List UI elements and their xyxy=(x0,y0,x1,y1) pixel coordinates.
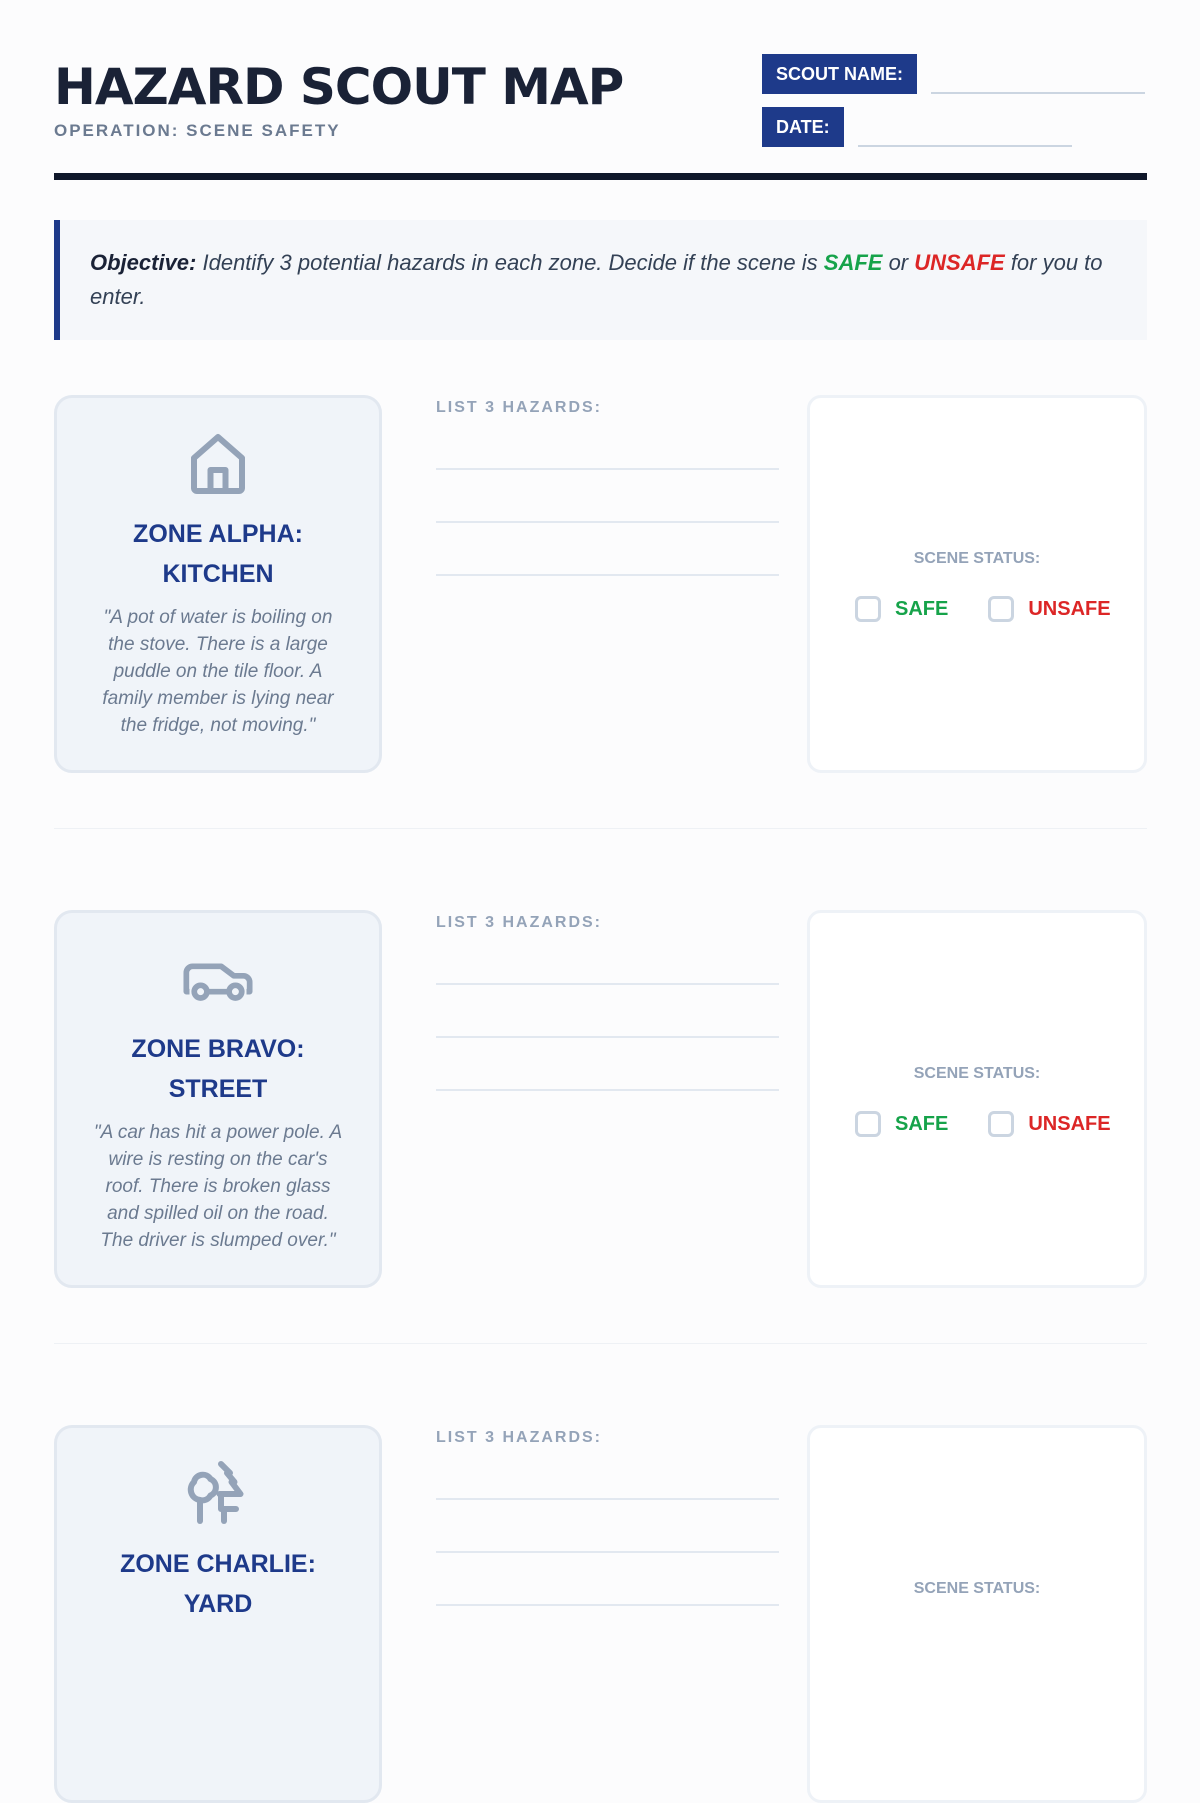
hazard-line-2[interactable] xyxy=(436,1551,779,1553)
hazard-line-3[interactable] xyxy=(436,1089,779,1091)
scene-status-label: SCENE STATUS: xyxy=(913,550,1041,567)
unsafe-checkbox[interactable] xyxy=(988,596,1015,622)
hazard-line-1[interactable] xyxy=(436,983,779,985)
date-input[interactable] xyxy=(857,145,1072,147)
page-subtitle: OPERATION: SCENE SAFETY xyxy=(54,121,341,140)
zone-description: "A car has hit a power pole. A wire is r… xyxy=(93,1122,343,1251)
objective-or: or xyxy=(882,250,915,275)
scene-status-label: SCENE STATUS: xyxy=(913,1065,1041,1082)
zone-name: ZONE CHARLIE: YARD xyxy=(120,1550,316,1618)
header-rule xyxy=(54,173,1147,180)
safe-checkbox[interactable] xyxy=(855,1111,881,1137)
zone-bravo: ZONE BRAVO: STREET "A car has hit a powe… xyxy=(54,910,1147,1288)
hazard-line-2[interactable] xyxy=(436,1036,779,1038)
safe-label: SAFE xyxy=(895,597,949,620)
page-title: HAZARD SCOUT MAP xyxy=(54,58,624,116)
hazard-line-3[interactable] xyxy=(436,1604,779,1606)
zone-alpha: ZONE ALPHA: KITCHEN "A pot of water is b… xyxy=(54,395,1147,773)
objective-text: Identify 3 potential hazards in each zon… xyxy=(196,250,824,275)
scene-status-box: SCENE STATUS: SAFE UNSAFE xyxy=(807,910,1147,1288)
date-label: DATE: xyxy=(762,107,844,147)
hazard-line-1[interactable] xyxy=(436,468,779,470)
unsafe-label: UNSAFE xyxy=(1028,597,1111,620)
objective-safe: SAFE xyxy=(823,250,883,275)
zone-card: ZONE ALPHA: KITCHEN "A pot of water is b… xyxy=(54,395,382,773)
scene-status-box: SCENE STATUS: SAFE UNSAFE xyxy=(807,395,1147,773)
scout-name-field: SCOUT NAME: xyxy=(762,54,1145,94)
scout-name-input[interactable] xyxy=(931,92,1145,94)
zone-name: ZONE BRAVO: STREET xyxy=(131,1035,305,1103)
trees-icon xyxy=(187,1461,244,1524)
hazards-label: LIST 3 HAZARDS: xyxy=(436,399,602,416)
hazard-list: LIST 3 HAZARDS: xyxy=(436,1425,779,1606)
date-field: DATE: xyxy=(762,107,1072,147)
hazards-label: LIST 3 HAZARDS: xyxy=(436,914,602,931)
scene-status-box: SCENE STATUS: xyxy=(807,1425,1147,1803)
zone-charlie: ZONE CHARLIE: YARD LIST 3 HAZARDS: SCENE… xyxy=(54,1425,1147,1803)
objective-unsafe: UNSAFE xyxy=(914,250,1005,275)
scout-name-label: SCOUT NAME: xyxy=(762,54,917,94)
house-icon xyxy=(191,434,245,494)
zone-card: ZONE BRAVO: STREET "A car has hit a powe… xyxy=(54,910,382,1288)
hazard-list: LIST 3 HAZARDS: xyxy=(436,910,779,1091)
objective-lead: Objective: xyxy=(90,250,197,275)
objective-box: Objective: Identify 3 potential hazards … xyxy=(54,220,1147,340)
zone-divider xyxy=(54,1343,1147,1344)
objective-text-end: for you to enter. xyxy=(90,250,1103,309)
hazard-line-2[interactable] xyxy=(436,521,779,523)
zone-name: ZONE ALPHA: KITCHEN xyxy=(133,520,303,588)
safe-label: SAFE xyxy=(895,1112,949,1135)
scene-status-label: SCENE STATUS: xyxy=(913,1580,1041,1597)
zone-description: "A pot of water is boiling on the stove.… xyxy=(102,607,334,736)
car-icon xyxy=(183,963,253,1001)
hazard-line-1[interactable] xyxy=(436,1498,779,1500)
unsafe-label: UNSAFE xyxy=(1028,1112,1111,1135)
unsafe-checkbox[interactable] xyxy=(988,1111,1015,1137)
hazards-label: LIST 3 HAZARDS: xyxy=(436,1429,602,1446)
hazard-list: LIST 3 HAZARDS: xyxy=(436,395,779,576)
safe-checkbox[interactable] xyxy=(855,596,881,622)
hazard-line-3[interactable] xyxy=(436,574,779,576)
zone-divider xyxy=(54,828,1147,829)
zone-card: ZONE CHARLIE: YARD xyxy=(54,1425,382,1803)
